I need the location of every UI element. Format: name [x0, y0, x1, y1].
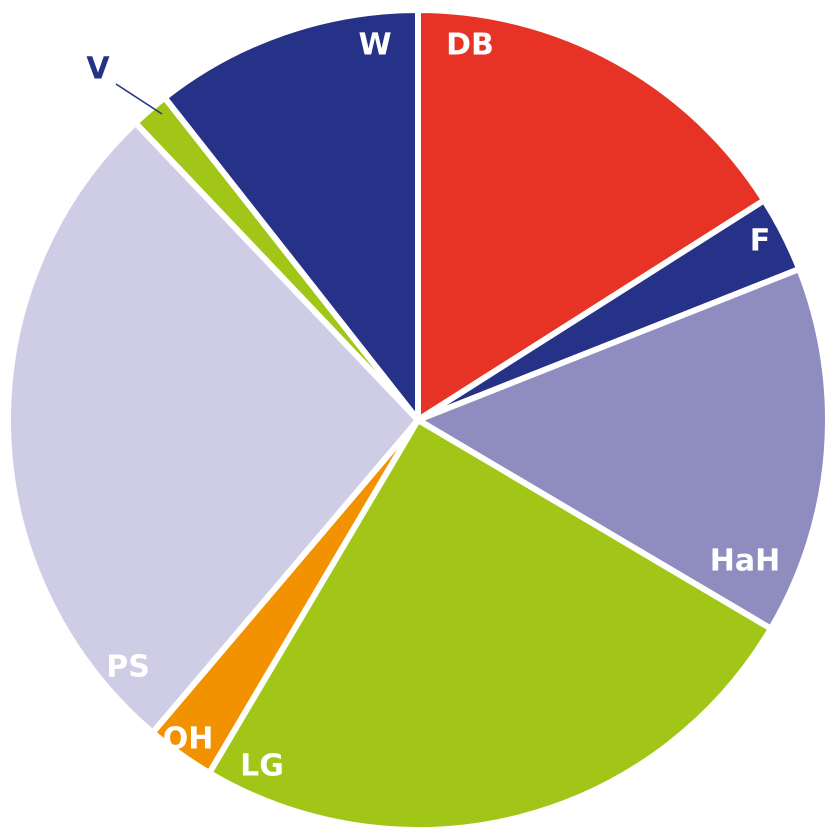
pie-slice — [415, 266, 831, 632]
leader-line — [115, 83, 163, 115]
slice-label: LG — [240, 749, 284, 784]
slice-label: HaH — [710, 544, 780, 579]
slice-label: OH — [163, 722, 214, 757]
slice-label: V — [86, 52, 110, 87]
pie-slice — [206, 417, 774, 833]
slice-label: PS — [106, 650, 150, 685]
pie-slice — [5, 119, 421, 736]
slice-label: DB — [446, 28, 494, 63]
pie-slice — [415, 7, 768, 423]
slice-label: W — [358, 28, 391, 63]
pie-slice — [161, 7, 421, 423]
slice-label: F — [750, 224, 771, 259]
